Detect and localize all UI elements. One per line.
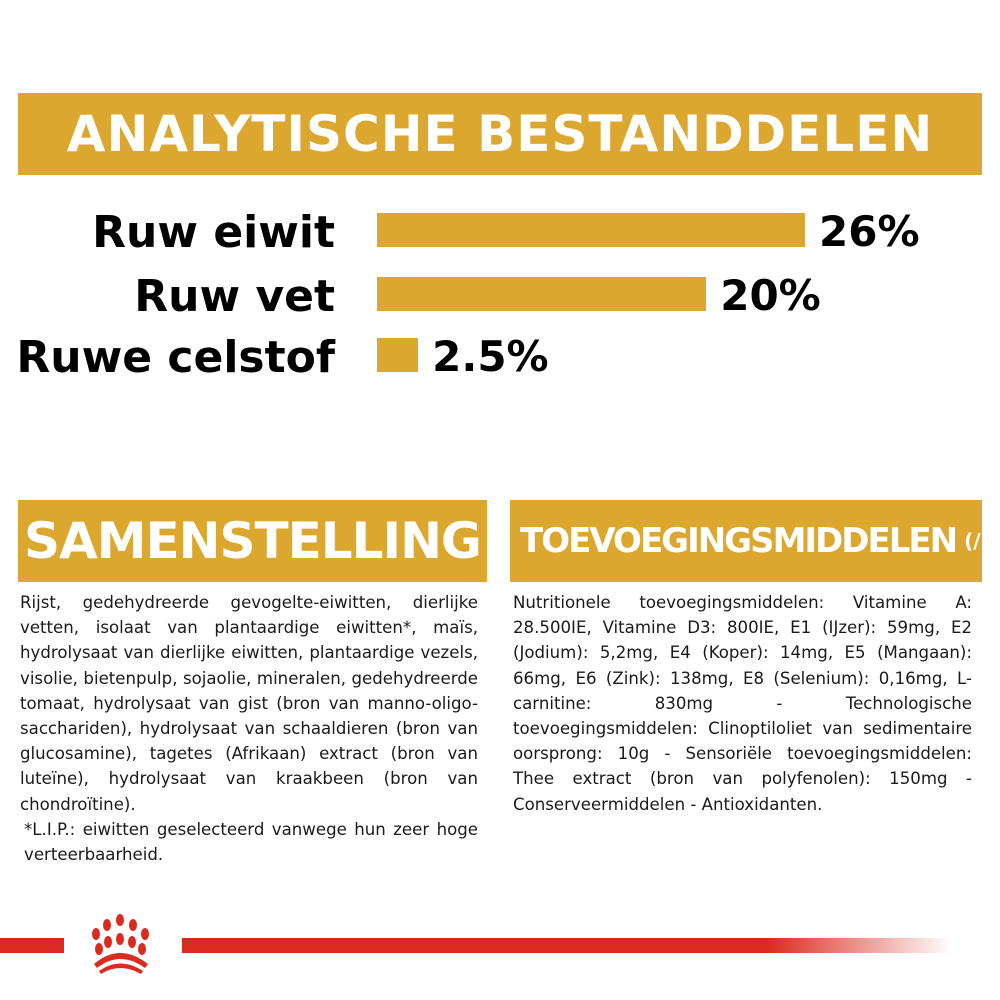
additives-title: TOEVOEGINGSMIDDELEN	[520, 521, 958, 561]
analytics-value: 20%	[720, 271, 821, 320]
composition-header: SAMENSTELLING	[18, 500, 487, 582]
analytics-row-fibre: Ruwe celstof 2.5%	[0, 332, 1000, 383]
analytics-title: ANALYTISCHE BESTANDDELEN	[66, 105, 934, 163]
analytics-row-fat: Ruw vet 20%	[0, 271, 1000, 322]
composition-text-block: Rijst, gedehydreerde gevogelte-eiwitten,…	[20, 590, 478, 867]
additives-unit: (/kg)	[964, 529, 1000, 553]
analytics-header: ANALYTISCHE BESTANDDELEN	[18, 93, 982, 175]
royal-canin-crown-logo-icon	[92, 914, 149, 974]
analytics-value: 2.5%	[432, 332, 549, 381]
analytics-label: Ruw vet	[134, 271, 335, 322]
composition-footnote: *L.I.P.: eiwitten geselecteerd vanwege h…	[24, 819, 478, 865]
analytics-label: Ruw eiwit	[92, 207, 335, 258]
composition-text: Rijst, gedehydreerde gevogelte-eiwitten,…	[20, 593, 478, 814]
analytics-label: Ruwe celstof	[16, 332, 335, 383]
analytics-bar	[377, 338, 419, 372]
analytics-bar	[377, 213, 805, 247]
additives-header: TOEVOEGINGSMIDDELEN(/kg)	[510, 500, 1000, 582]
additives-text: Nutritionele toevoegingsmiddelen: Vitami…	[513, 593, 972, 814]
brand-stripe	[182, 938, 952, 953]
analytics-bar	[377, 277, 707, 311]
brand-stripe-left	[0, 938, 64, 953]
analytics-row-protein: Ruw eiwit 26%	[0, 207, 1000, 258]
analytics-value: 26%	[819, 207, 920, 256]
composition-title: SAMENSTELLING	[24, 512, 482, 570]
